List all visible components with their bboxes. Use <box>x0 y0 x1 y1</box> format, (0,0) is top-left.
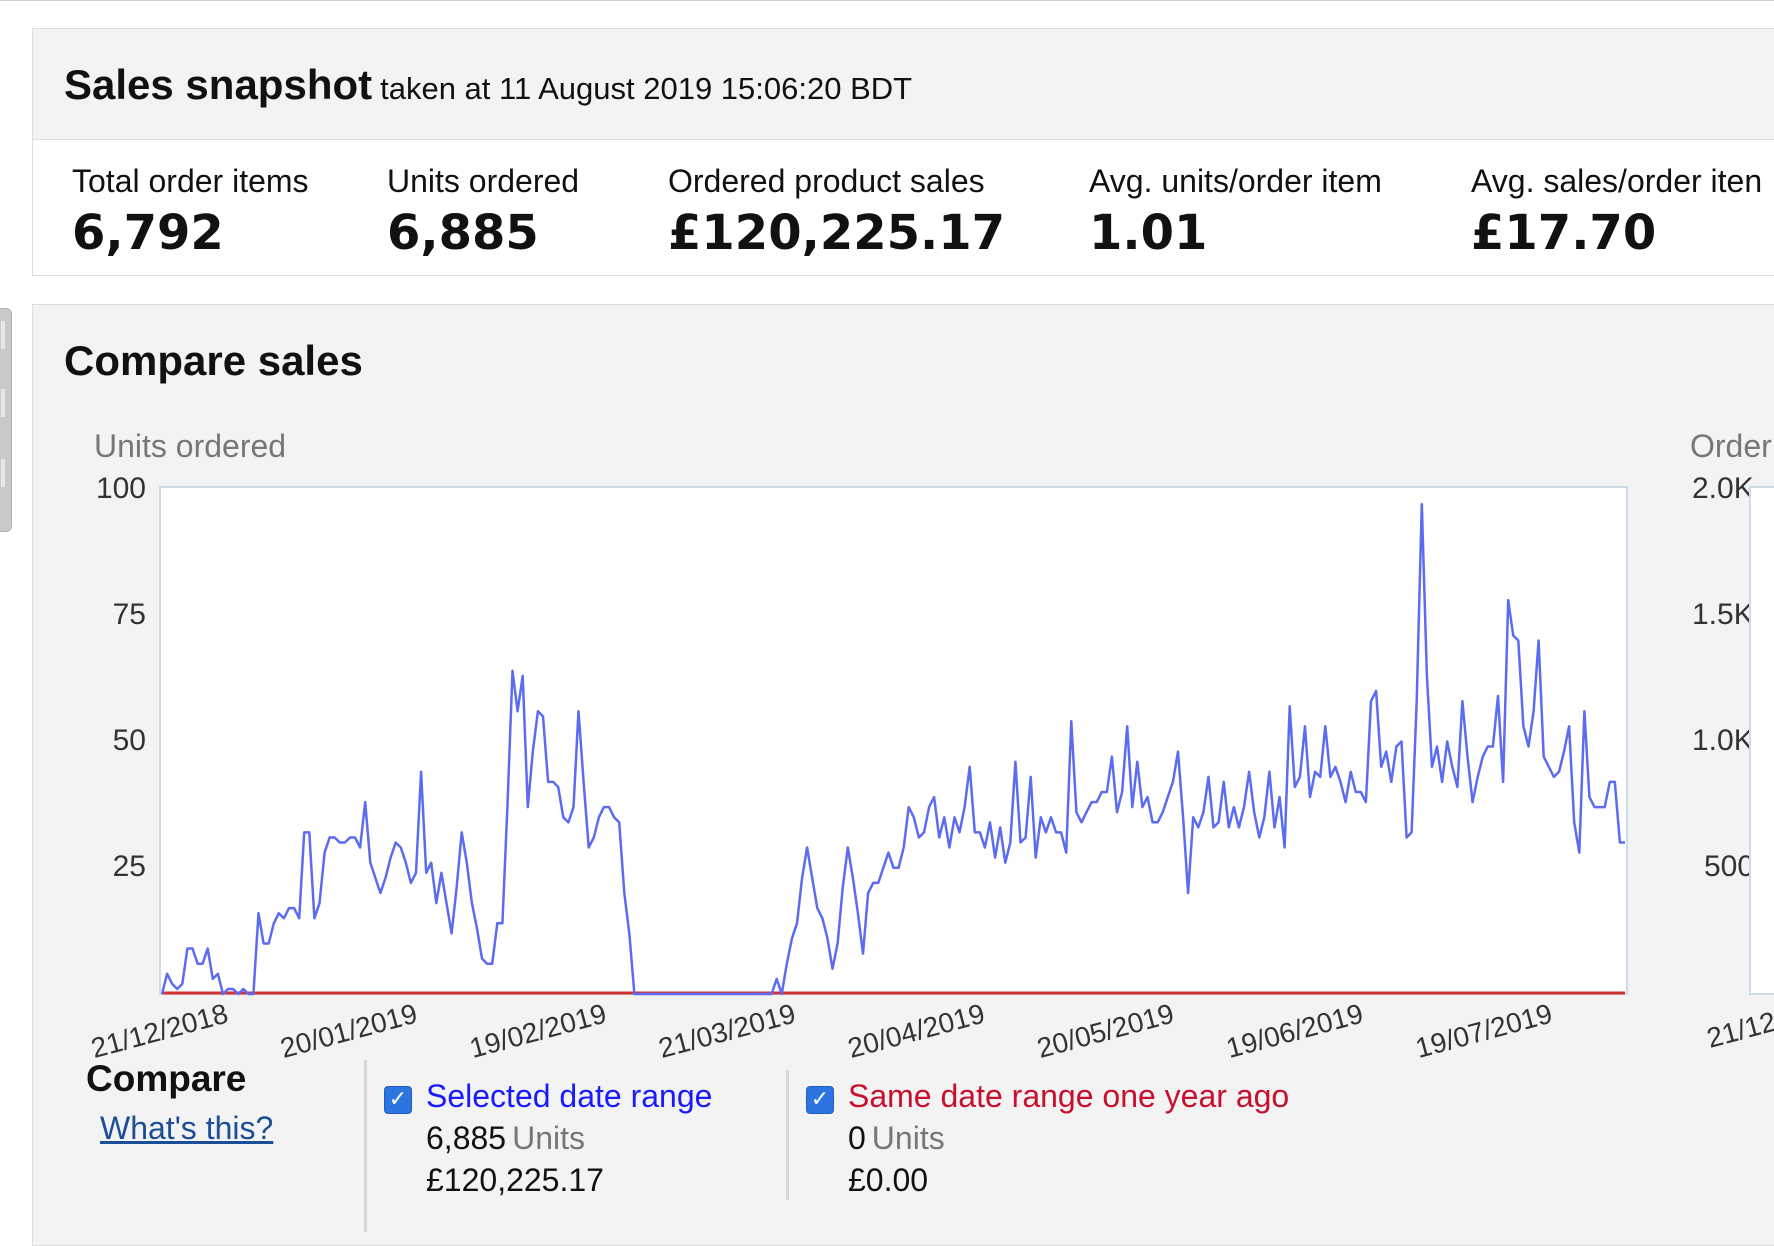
metric-value: £17.70 <box>1471 205 1657 261</box>
previous-year-label[interactable]: Same date range one year ago <box>848 1078 1290 1114</box>
y-tick-label: 50 <box>112 724 146 757</box>
grip-mark <box>1 389 5 417</box>
compare-sales-title: Compare sales <box>64 337 363 384</box>
metric-avg-sales-per-order-item: Avg. sales/order iten £17.70 <box>1471 161 1762 263</box>
metric-total-order-items: Total order items 6,792 <box>72 161 309 263</box>
snapshot-title: Sales snapshot <box>64 61 373 108</box>
snapshot-taken-at: taken at 11 August 2019 15:06:20 BDT <box>380 71 913 106</box>
right-axis-title: Order <box>1690 428 1772 464</box>
legend-divider <box>364 1060 367 1232</box>
x-tick-label: 19/06/2019 <box>1223 998 1366 1064</box>
selected-units-value: 6,885 <box>426 1120 507 1156</box>
metric-label: Avg. units/order item <box>1089 163 1382 199</box>
selected-range-units: 6,885 Units <box>426 1120 585 1157</box>
series-layer <box>160 502 1625 996</box>
x-tick-label: 19/02/2019 <box>466 998 609 1064</box>
side-panel-handle[interactable] <box>0 308 12 532</box>
metric-value: 6,792 <box>72 205 224 261</box>
x-tick-label: 21/03/2019 <box>655 998 798 1064</box>
right-y-tick-label: 500 <box>1704 850 1755 883</box>
selected-range-sales: £120,225.17 <box>426 1162 604 1198</box>
selected-units-label: Units <box>512 1120 585 1156</box>
metric-ordered-product-sales: Ordered product sales £120,225.17 <box>668 161 1005 263</box>
metric-value: 6,885 <box>387 205 539 261</box>
previous-year-units: 0 Units <box>848 1120 945 1157</box>
metric-avg-units-per-order-item: Avg. units/order item 1.01 <box>1089 161 1382 263</box>
metric-label: Total order items <box>72 163 309 199</box>
metric-label: Units ordered <box>387 163 580 199</box>
metric-label: Ordered product sales <box>668 163 985 199</box>
top-divider <box>0 0 1774 1</box>
snapshot-header: Sales snapshot taken at 11 August 2019 15… <box>33 29 1774 140</box>
left-axis-title: Units ordered <box>94 428 287 464</box>
plot-area <box>159 486 1628 995</box>
y-tick-label: 25 <box>112 850 146 883</box>
sales-snapshot-panel: Sales snapshot taken at 11 August 2019 15… <box>32 28 1774 276</box>
whats-this-link[interactable]: What's this? <box>100 1110 274 1146</box>
series-line-selected-range <box>160 502 1625 996</box>
right-y-tick-label: 2.0K <box>1692 472 1754 505</box>
legend-divider <box>786 1070 789 1200</box>
metric-units-ordered: Units ordered 6,885 <box>387 161 579 263</box>
grip-mark <box>1 459 5 487</box>
selected-range-label[interactable]: Selected date range <box>426 1078 713 1114</box>
snapshot-heading: Sales snapshot taken at 11 August 2019 15… <box>64 61 912 109</box>
second-plot-area <box>1749 486 1774 995</box>
x-tick-label: 21/12/2018 <box>88 998 231 1064</box>
x-tick-label: 20/04/2019 <box>845 998 988 1064</box>
right-y-tick-label: 1.0K <box>1692 724 1754 757</box>
x-tick-label: 19/07/2019 <box>1412 998 1555 1064</box>
selected-range-checkbox[interactable]: ✓ <box>384 1086 412 1114</box>
metric-label: Avg. sales/order iten <box>1471 163 1763 199</box>
previous-units-value: 0 <box>848 1120 866 1156</box>
grip-mark <box>1 321 5 349</box>
right-y-tick-label: 1.5K <box>1692 598 1754 631</box>
y-tick-label: 75 <box>112 598 146 631</box>
previous-year-checkbox[interactable]: ✓ <box>806 1086 834 1114</box>
previous-units-label: Units <box>871 1120 945 1156</box>
metric-value: 1.01 <box>1089 205 1208 261</box>
x-axis-ticks: 21/12/2018 20/01/2019 19/02/2019 21/03/2019… <box>88 998 1556 1064</box>
compare-legend-title: Compare <box>86 1058 247 1099</box>
x-tick-label: 20/01/2019 <box>277 998 420 1064</box>
y-tick-label: 100 <box>95 472 146 505</box>
metric-value: £120,225.17 <box>668 205 1006 261</box>
previous-year-sales: £0.00 <box>848 1162 929 1198</box>
x-tick-label: 20/05/2019 <box>1034 998 1177 1064</box>
right-x-tick-label: 21/12 <box>1704 1006 1774 1054</box>
